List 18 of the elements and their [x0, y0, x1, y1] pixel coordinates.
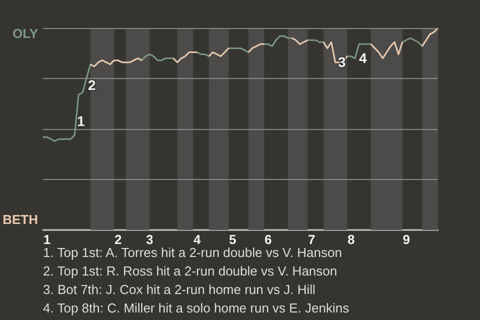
annotation: 1: [77, 113, 85, 129]
text: 4. Top 8th: C. Miller hit a solo home run vs E. Jenkins: [43, 300, 350, 316]
text: 2. Top 1st: R. Ross hit a 2-run double vs V. Hanson: [43, 264, 338, 278]
x-tick-label: 3: [146, 232, 154, 247]
annotation: 2: [88, 77, 96, 93]
x-tick-label: 2: [114, 232, 122, 247]
x-tick-label: 6: [264, 232, 272, 247]
x-tick-label: 4: [193, 232, 202, 247]
text: 3. Bot 7th: J. Cox hit a 2-run home run vs J. Hill: [43, 282, 316, 297]
x-tick-label: 1: [43, 232, 51, 247]
x-tick-label: 9: [402, 232, 410, 247]
x-tick-label: 8: [347, 232, 355, 247]
text: OLY: [12, 26, 38, 41]
x-tick-label: 5: [228, 232, 236, 247]
text: 1. Top 1st: A. Torres hit a 2-run double vs V. Hanson: [43, 245, 342, 260]
text: BETH: [2, 212, 38, 227]
x-tick-label: 7: [308, 232, 316, 247]
annotation: 4: [359, 50, 367, 66]
